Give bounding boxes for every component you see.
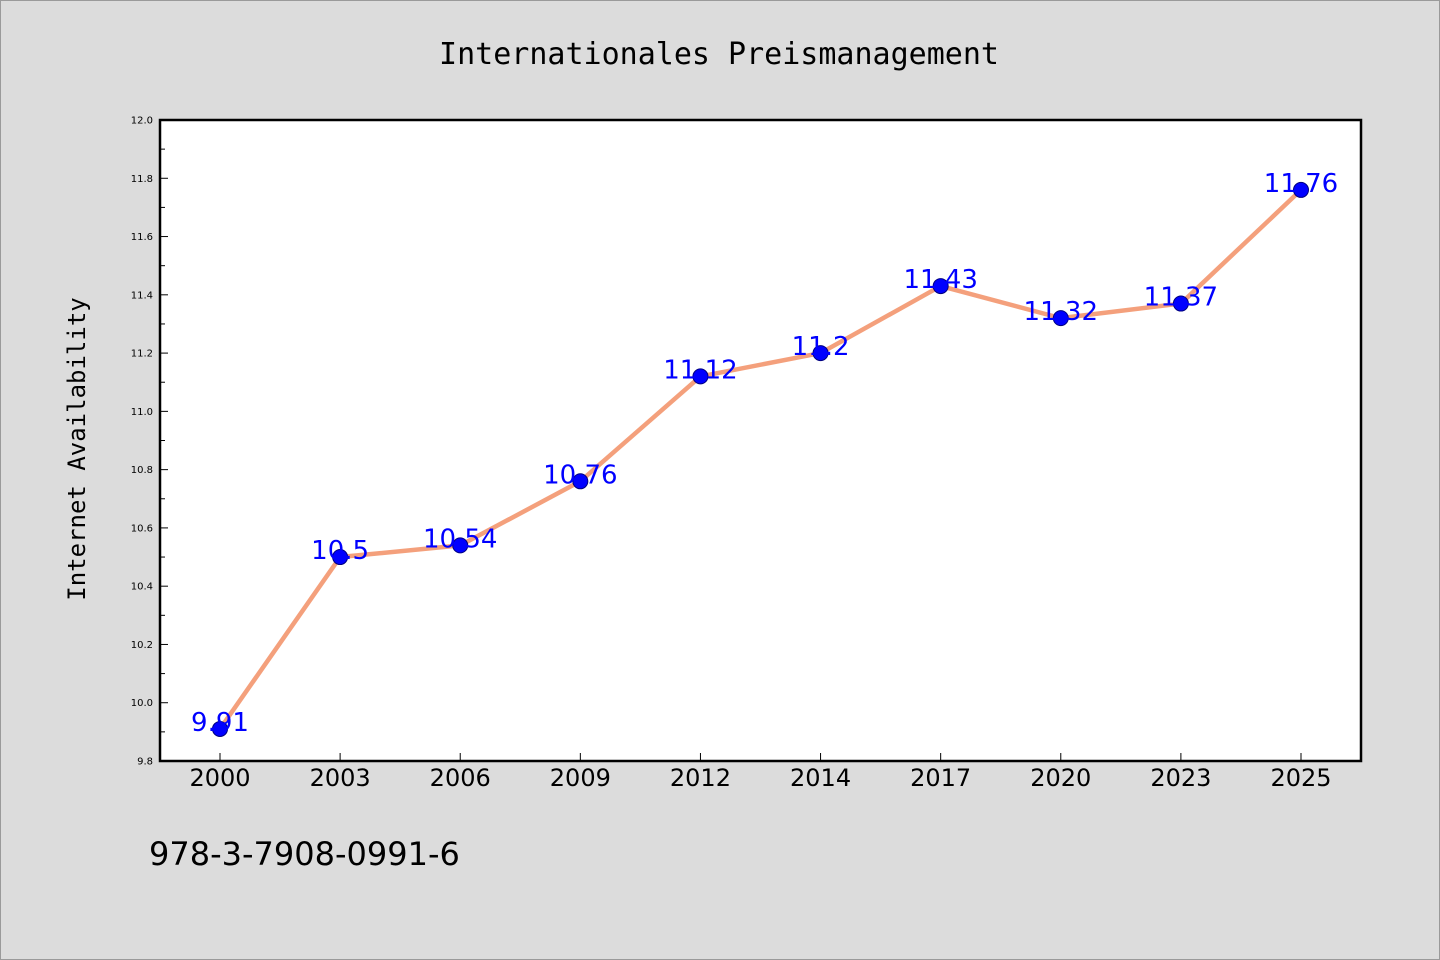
- x-tick-label: 2009: [550, 764, 611, 792]
- data-point: [692, 368, 709, 385]
- y-tick-label: 10.8: [131, 465, 153, 476]
- data-label: 11.2: [792, 332, 850, 362]
- y-tick-label: 12.0: [131, 116, 153, 127]
- y-tick-label: 10.4: [131, 582, 153, 593]
- x-tick-label: 2023: [1150, 764, 1211, 792]
- y-tick-label: 11.6: [131, 232, 153, 243]
- x-tick-label: 2020: [1030, 764, 1091, 792]
- x-tick-label: 2006: [430, 764, 491, 792]
- x-tick-label: 2003: [310, 764, 371, 792]
- y-tick-label: 11.0: [131, 407, 153, 418]
- data-label: 11.12: [663, 355, 737, 385]
- y-axis: 9.8 10.0 10.2 10.4 10.6 10.8 11.0 11.2 11.4 11.6 1…: [131, 116, 168, 768]
- y-tick-label: 11.2: [131, 349, 153, 360]
- y-tick-label: 10.6: [131, 523, 153, 534]
- x-axis: 2000 2003 2006 2009 2012 2014 2017 2020 2023 2025: [189, 753, 1332, 792]
- plot-frame: [158, 118, 1363, 763]
- data-point: [932, 278, 949, 295]
- data-label: 11.76: [1264, 169, 1338, 199]
- data-point: [332, 549, 349, 566]
- data-point: [1052, 310, 1069, 327]
- data-point: [452, 537, 469, 554]
- data-point: [812, 345, 829, 362]
- plot-area: [160, 120, 1361, 761]
- y-tick-label: 10.0: [131, 698, 153, 709]
- x-tick-label: 2012: [670, 764, 731, 792]
- data-label: 10.54: [423, 524, 497, 554]
- x-tick-label: 2025: [1270, 764, 1331, 792]
- series-layer: 9.91 10.5 10.54 10.76 11.12 11.2 11.43 11.32 11.…: [191, 169, 1338, 738]
- data-point: [1293, 181, 1309, 198]
- data-point: [1172, 295, 1189, 312]
- data-label: 9.91: [191, 708, 249, 738]
- data-label: 10.5: [311, 536, 369, 566]
- y-tick-label: 10.2: [131, 640, 153, 651]
- x-tick-label: 2000: [189, 764, 250, 792]
- data-label: 10.76: [543, 460, 617, 490]
- data-label: 11.37: [1144, 283, 1218, 313]
- data-label: 11.32: [1024, 297, 1098, 327]
- data-point: [212, 720, 228, 737]
- y-tick-label: 11.4: [131, 290, 153, 301]
- y-tick-label: 9.8: [137, 757, 153, 768]
- x-tick-label: 2017: [910, 764, 971, 792]
- y-axis-label: Internet Availability: [63, 297, 91, 600]
- series-line: [217, 187, 1304, 732]
- chart-title: Internationales Preismanagement: [439, 37, 999, 72]
- y-tick-label: 11.8: [131, 174, 153, 185]
- x-tick-label: 2014: [790, 764, 851, 792]
- data-point: [572, 473, 589, 490]
- data-label: 11.43: [903, 265, 977, 295]
- isbn-footer: 978-3-7908-0991-6: [149, 835, 460, 873]
